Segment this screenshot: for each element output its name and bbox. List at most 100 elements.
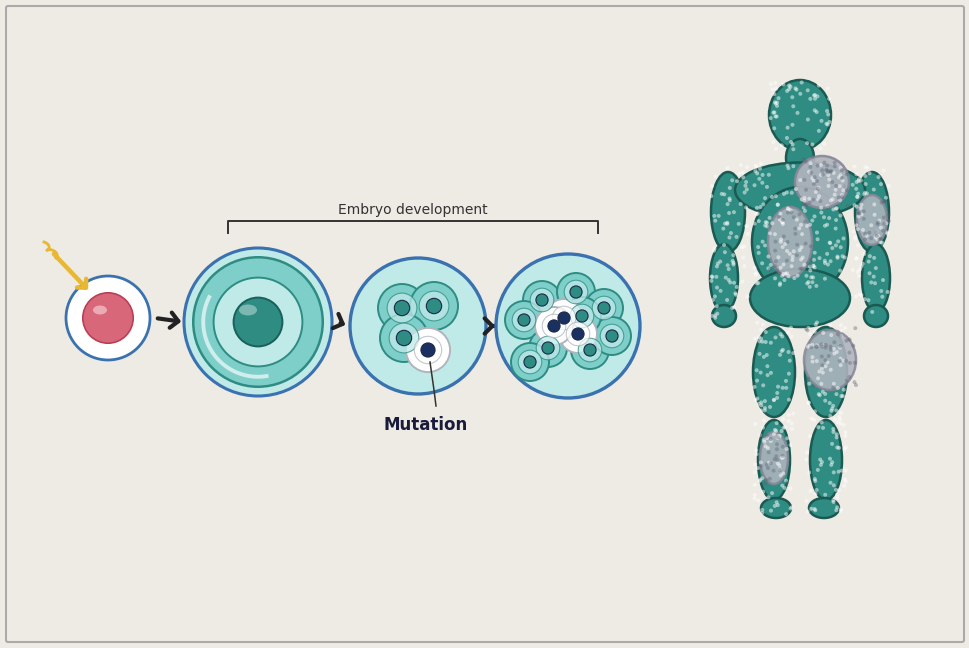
Ellipse shape (795, 156, 848, 208)
Circle shape (759, 327, 763, 332)
Circle shape (852, 203, 856, 207)
Circle shape (880, 295, 884, 299)
Circle shape (805, 88, 809, 92)
Circle shape (773, 194, 777, 198)
Circle shape (807, 165, 812, 169)
Circle shape (584, 289, 622, 327)
Circle shape (844, 189, 848, 192)
Circle shape (878, 226, 882, 229)
Circle shape (886, 219, 890, 223)
Circle shape (804, 329, 809, 332)
Circle shape (757, 479, 761, 483)
Circle shape (837, 417, 841, 421)
Circle shape (807, 223, 811, 227)
Circle shape (764, 478, 767, 482)
Circle shape (883, 196, 887, 200)
Circle shape (714, 264, 718, 268)
Circle shape (754, 206, 758, 210)
Circle shape (876, 218, 881, 223)
Circle shape (809, 417, 813, 421)
Circle shape (744, 165, 748, 169)
Circle shape (736, 172, 740, 176)
Circle shape (735, 222, 740, 226)
Circle shape (766, 461, 770, 465)
Circle shape (583, 344, 596, 356)
Circle shape (834, 435, 838, 439)
Circle shape (861, 192, 865, 196)
Circle shape (718, 289, 722, 293)
Circle shape (791, 249, 795, 253)
Circle shape (880, 278, 884, 282)
Circle shape (722, 222, 727, 226)
Circle shape (732, 281, 735, 284)
Circle shape (754, 281, 758, 285)
Circle shape (823, 345, 827, 350)
Circle shape (856, 211, 860, 215)
Circle shape (820, 389, 824, 394)
Circle shape (859, 203, 862, 207)
Circle shape (836, 415, 840, 419)
Circle shape (828, 345, 831, 349)
Circle shape (712, 294, 716, 299)
Circle shape (788, 507, 792, 511)
Circle shape (804, 141, 808, 145)
Circle shape (768, 263, 772, 267)
Circle shape (772, 336, 777, 340)
Circle shape (791, 147, 795, 151)
Circle shape (566, 322, 589, 346)
Circle shape (378, 284, 425, 332)
Circle shape (820, 426, 825, 430)
Circle shape (830, 171, 835, 175)
Circle shape (886, 213, 890, 217)
Circle shape (759, 404, 763, 408)
Circle shape (708, 279, 712, 283)
Circle shape (841, 388, 845, 391)
Circle shape (836, 470, 840, 474)
Circle shape (805, 509, 809, 514)
Circle shape (730, 306, 734, 310)
Circle shape (826, 113, 829, 117)
Circle shape (768, 341, 772, 345)
Circle shape (761, 355, 766, 359)
Circle shape (752, 493, 756, 497)
Circle shape (844, 172, 848, 176)
Circle shape (778, 332, 782, 336)
Circle shape (829, 407, 833, 411)
Circle shape (505, 301, 543, 339)
Circle shape (799, 267, 803, 271)
Circle shape (761, 490, 765, 494)
Circle shape (714, 275, 718, 279)
Circle shape (812, 266, 816, 270)
Circle shape (753, 463, 757, 467)
Circle shape (753, 398, 757, 402)
Circle shape (547, 320, 559, 332)
Circle shape (735, 179, 738, 183)
Circle shape (837, 198, 841, 202)
Circle shape (814, 488, 818, 492)
Circle shape (839, 194, 843, 198)
Circle shape (881, 216, 885, 220)
Circle shape (768, 509, 772, 513)
Circle shape (878, 182, 882, 186)
Circle shape (838, 334, 842, 338)
Circle shape (757, 167, 762, 170)
Circle shape (766, 266, 769, 270)
Circle shape (776, 434, 780, 438)
Circle shape (780, 245, 784, 249)
Circle shape (866, 171, 871, 175)
Circle shape (787, 84, 791, 87)
Circle shape (779, 220, 783, 224)
Circle shape (754, 272, 758, 277)
Circle shape (785, 211, 789, 214)
Circle shape (813, 323, 817, 327)
Circle shape (763, 481, 766, 485)
Circle shape (772, 264, 776, 268)
Ellipse shape (768, 80, 830, 150)
Circle shape (712, 316, 716, 319)
Circle shape (787, 87, 791, 91)
Circle shape (873, 229, 877, 234)
Circle shape (857, 212, 860, 216)
Circle shape (743, 205, 747, 209)
Circle shape (710, 298, 714, 302)
Circle shape (860, 209, 865, 213)
